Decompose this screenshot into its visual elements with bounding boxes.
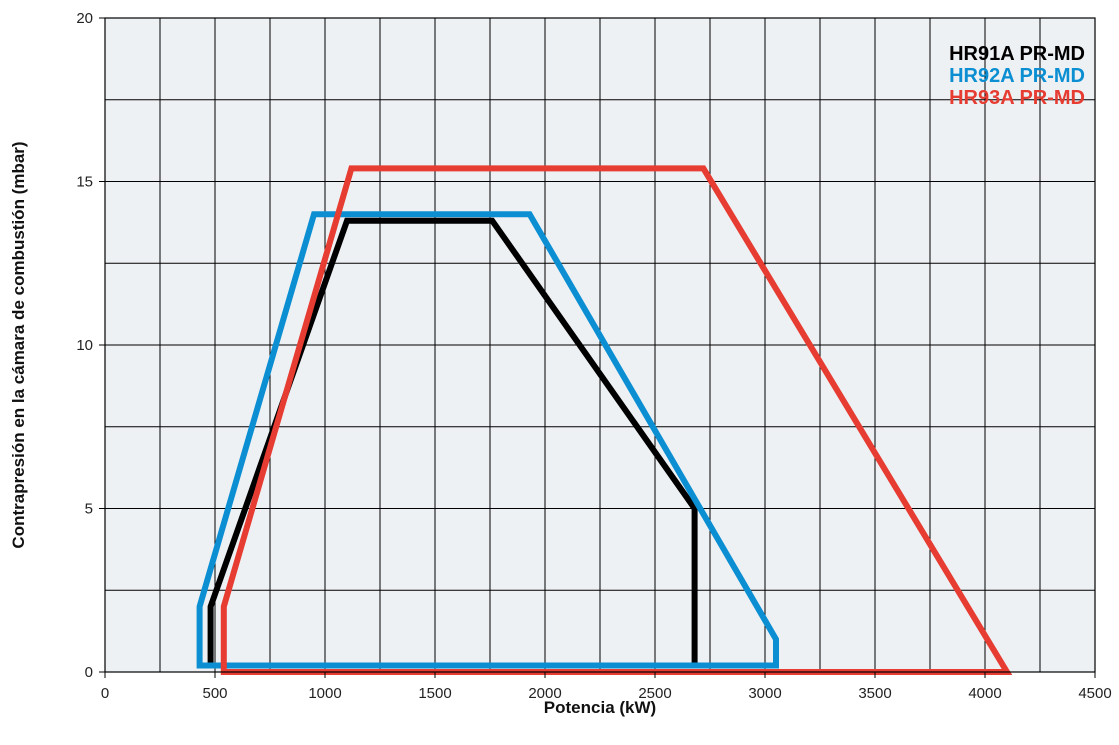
x-tick-label: 3500	[858, 685, 891, 702]
legend-entry-hr93a: HR93A PR-MD	[949, 87, 1085, 109]
legend-suffix: PR-MD	[1019, 87, 1085, 109]
legend-suffix: PR-MD	[1019, 43, 1085, 65]
y-tick-label: 0	[85, 664, 93, 681]
series-hr92a-outline	[196, 211, 779, 669]
y-tick-label: 5	[85, 501, 93, 518]
y-tick-label: 20	[76, 10, 93, 27]
legend-entry-hr92a: HR92A PR-MD	[949, 65, 1085, 87]
x-tick-label: 3000	[748, 685, 781, 702]
x-tick-label: 2500	[638, 685, 671, 702]
y-tick-label: 10	[76, 337, 93, 354]
legend-model: HR91A	[949, 43, 1019, 65]
legend-model: HR92A	[949, 65, 1019, 87]
legend-entry-hr91a: HR91A PR-MD	[949, 43, 1085, 65]
x-tick-label: 4000	[968, 685, 1001, 702]
x-tick-label: 0	[101, 685, 109, 702]
y-axis-title: Contrapresión en la cámara de combustión…	[9, 141, 28, 548]
x-axis-title: Potencia (kW)	[544, 698, 656, 717]
y-tick-label: 15	[76, 174, 93, 191]
x-tick-label: 500	[202, 685, 227, 702]
x-tick-label: 1000	[308, 685, 341, 702]
legend-model: HR93A	[949, 87, 1019, 109]
tick-labels: 0 500 1000 1500 2000 2500 3000 3500 4000 4500 0 5 10…	[76, 10, 1111, 702]
x-tick-label: 2000	[528, 685, 561, 702]
x-tick-label: 4500	[1078, 685, 1111, 702]
legend-suffix: PR-MD	[1019, 65, 1085, 87]
x-tick-label: 1500	[418, 685, 451, 702]
